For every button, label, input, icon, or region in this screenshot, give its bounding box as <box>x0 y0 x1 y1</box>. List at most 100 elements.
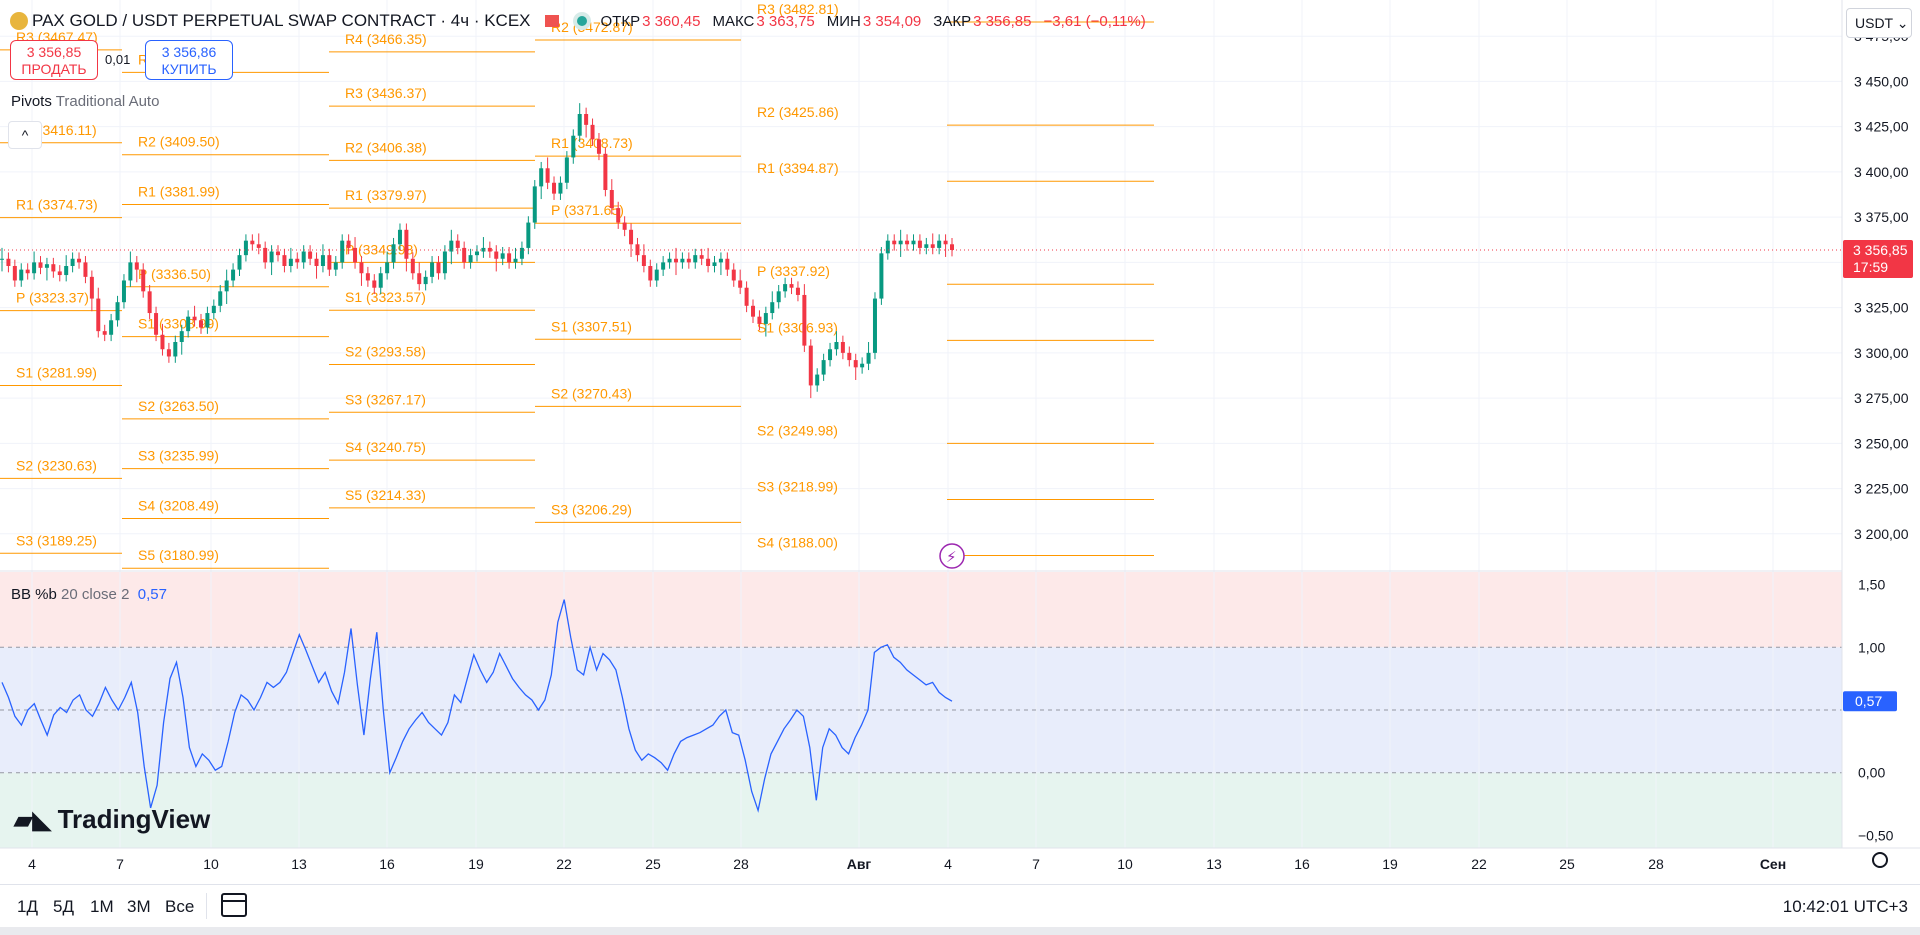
y-tick-label: 3 325,00 <box>1854 300 1909 316</box>
candle-body <box>0 258 4 260</box>
pivots-params: Traditional Auto <box>55 93 160 110</box>
candle-body <box>763 313 768 324</box>
candle-body <box>243 240 248 256</box>
x-tick-label: 10 <box>1117 856 1133 872</box>
candle-body <box>372 280 377 288</box>
candle-body <box>847 352 852 361</box>
bb-percent-b-line <box>1 599 953 813</box>
candle-body <box>141 269 146 292</box>
x-tick-label: 22 <box>1471 856 1487 872</box>
candle-body <box>545 168 550 183</box>
settings-icon[interactable] <box>1872 852 1888 868</box>
tradingview-logo[interactable]: ▰◣ TradingView <box>14 804 210 835</box>
pivot-label: P (3336.50) <box>138 266 211 282</box>
candle-body <box>160 334 165 350</box>
candle-body <box>32 262 37 274</box>
close-label: ЗАКР <box>933 12 972 30</box>
candle-body <box>256 244 261 248</box>
candle-body <box>840 342 845 353</box>
candle-body <box>693 255 698 263</box>
market-status-icon[interactable] <box>576 16 587 26</box>
bottom-toolbar: 1Д 5Д 1М 3М Все 10:42:01 UTC+3 <box>0 884 1920 927</box>
x-tick-label: 22 <box>556 856 572 872</box>
x-tick-label: 7 <box>1032 856 1040 872</box>
x-tick-label: 25 <box>1559 856 1575 872</box>
open-label: ОТКР <box>600 12 641 30</box>
pivot-label: S1 (3281.99) <box>16 364 97 380</box>
pivot-label: R1 (3381.99) <box>138 183 220 199</box>
range-all-button[interactable]: Все <box>165 897 195 916</box>
candle-body <box>577 114 582 136</box>
clock-readout[interactable]: 10:42:01 UTC+3 <box>1782 897 1908 916</box>
calendar-icon[interactable] <box>221 893 247 917</box>
candle-body <box>346 240 351 248</box>
y-tick-label: 3 200,00 <box>1854 526 1909 542</box>
pivot-label: S1 (3306.93) <box>757 319 838 335</box>
candle-body <box>686 258 691 263</box>
buy-button[interactable]: 3 356,86 КУПИТЬ <box>145 40 233 80</box>
range-1d-button[interactable]: 1Д <box>17 897 38 916</box>
candle-body <box>430 262 435 277</box>
x-tick-label: 19 <box>1382 856 1398 872</box>
candle-body <box>442 251 447 274</box>
symbol-title[interactable]: PAX GOLD / USDT PERPETUAL SWAP CONTRACT … <box>32 11 531 30</box>
candle-body <box>417 273 422 285</box>
candle-body <box>57 271 62 276</box>
bb-value: 0,57 <box>137 586 167 603</box>
pivot-label: R4 (3466.35) <box>345 31 427 47</box>
candle-body <box>673 258 678 263</box>
x-tick-label: 4 <box>944 856 952 872</box>
bb-indicator-legend[interactable]: BB %b 20 close 2 0,57 <box>11 586 167 603</box>
collapse-legend-button[interactable]: ^ <box>8 121 42 149</box>
candle-body <box>757 316 762 324</box>
candle-body <box>943 240 948 245</box>
candle-body <box>622 222 627 230</box>
candle-body <box>173 342 178 357</box>
x-tick-label: Сен <box>1760 856 1786 872</box>
candle-body <box>905 240 910 245</box>
range-3m-button[interactable]: 3М <box>127 897 151 916</box>
x-tick-label: 7 <box>116 856 124 872</box>
tv-logo-icon: ▰◣ <box>14 807 58 834</box>
candle-body <box>635 244 640 256</box>
candle-body <box>596 139 601 154</box>
flag-icon[interactable] <box>544 15 559 27</box>
candle-body <box>455 240 460 248</box>
x-tick-label: 19 <box>468 856 484 872</box>
candle-body <box>276 251 281 256</box>
candle-body <box>365 273 370 281</box>
candle-body <box>333 262 338 270</box>
bb-current-value: 0,57 <box>1855 693 1882 709</box>
range-1m-button[interactable]: 1М <box>90 897 114 916</box>
bb-overbought-zone <box>0 572 1842 648</box>
candle-body <box>712 262 717 266</box>
currency-select[interactable]: USDT ⌄ <box>1846 8 1912 38</box>
x-tick-label: 13 <box>291 856 307 872</box>
pivot-label: S3 (3189.25) <box>16 532 97 548</box>
candle-body <box>584 114 589 125</box>
pivots-indicator-legend[interactable]: Pivots Traditional Auto <box>11 93 159 110</box>
x-tick-label: 13 <box>1206 856 1222 872</box>
candle-body <box>198 320 203 328</box>
candle-body <box>224 280 229 292</box>
candle-body <box>937 240 942 248</box>
candle-body <box>359 262 364 274</box>
buy-label: КУПИТЬ <box>161 61 217 77</box>
candle-body <box>738 280 743 288</box>
candle-body <box>872 298 877 353</box>
y-tick-label: 3 250,00 <box>1854 435 1909 451</box>
sell-button[interactable]: 3 356,85 ПРОДАТЬ <box>10 40 98 80</box>
pivot-label: S1 (3323.57) <box>345 289 426 305</box>
candle-body <box>231 269 236 281</box>
pivot-label: P (3371.65) <box>551 202 624 218</box>
candle-body <box>532 186 537 223</box>
candle-body <box>166 349 171 357</box>
candle-body <box>308 251 313 259</box>
candle-body <box>808 345 813 386</box>
candle-body <box>718 258 723 263</box>
pivot-label: R2 (3425.86) <box>757 104 839 120</box>
pivot-label: R2 (3409.50) <box>138 134 220 150</box>
candle-body <box>789 284 794 288</box>
range-5d-button[interactable]: 5Д <box>53 897 74 916</box>
